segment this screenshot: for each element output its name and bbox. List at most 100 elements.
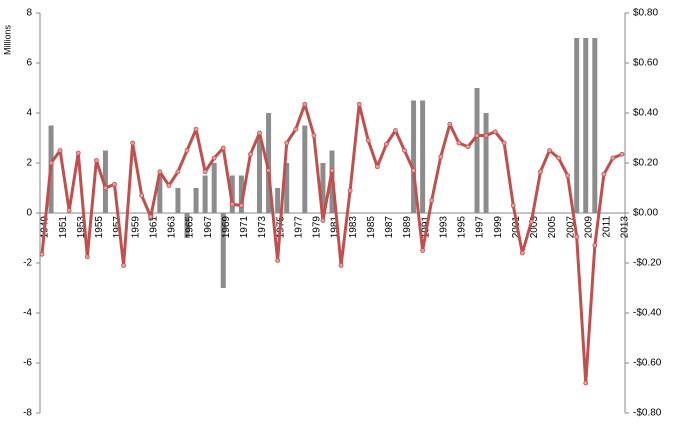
bar <box>184 213 190 238</box>
line-marker <box>48 160 54 166</box>
line-marker <box>229 201 235 207</box>
line-marker <box>148 214 154 220</box>
line-marker <box>302 101 308 107</box>
line-marker <box>538 169 543 175</box>
line-marker <box>374 164 380 170</box>
bar <box>220 213 226 288</box>
x-tick-label: 1999 <box>493 216 504 239</box>
bar <box>266 113 272 213</box>
line-marker <box>202 169 208 175</box>
y2-tick-label: $0.80 <box>633 8 658 19</box>
bar <box>583 38 589 213</box>
line-marker <box>365 138 371 143</box>
x-tick-label: 2007 <box>565 216 576 239</box>
line-marker <box>438 154 444 160</box>
y2-tick-label: $0.20 <box>633 158 658 169</box>
bar <box>157 175 163 213</box>
line-marker <box>75 150 81 156</box>
bar <box>320 163 326 213</box>
line-marker <box>338 263 344 268</box>
line-marker <box>456 140 462 146</box>
y-tick-label: 6 <box>26 58 32 69</box>
y-tick-label: 4 <box>26 108 32 119</box>
x-tick-label: 1959 <box>130 216 141 239</box>
bar <box>211 163 217 213</box>
line-marker <box>347 188 353 193</box>
line-marker <box>121 263 126 268</box>
x-tick-label: 1951 <box>58 216 69 239</box>
bar <box>420 100 426 213</box>
line-marker <box>238 203 244 208</box>
y2-tick-label: $0.40 <box>633 108 658 119</box>
bar <box>302 125 308 213</box>
bar <box>193 188 199 213</box>
line-marker <box>320 218 326 223</box>
line-marker <box>483 133 489 138</box>
y-tick-label: 8 <box>26 8 32 19</box>
y2-tick-label: $0.00 <box>633 208 658 219</box>
line-marker <box>510 203 516 208</box>
bar <box>257 138 262 213</box>
line-marker <box>528 219 534 225</box>
line-marker <box>211 155 217 161</box>
line-marker <box>447 121 453 127</box>
y2-tick-label: $0.60 <box>633 58 658 69</box>
bar <box>275 188 281 213</box>
line-marker <box>112 181 117 187</box>
y2-tick-label: -$0.20 <box>633 258 662 269</box>
y-tick-label: -2 <box>23 258 32 269</box>
y2-tick-label: -$0.80 <box>633 408 662 419</box>
bar <box>229 175 235 213</box>
line <box>40 102 623 385</box>
bar <box>592 38 598 213</box>
x-tick-label: 1973 <box>257 216 268 239</box>
bar <box>238 175 244 213</box>
x-tick-label: 1969 <box>221 216 232 239</box>
line-marker <box>465 144 471 150</box>
bar <box>411 100 417 213</box>
line-marker <box>130 140 136 146</box>
x-tick-label: 2009 <box>583 216 594 239</box>
line-marker <box>166 183 172 188</box>
x-tick-label: 1977 <box>293 216 304 239</box>
line-marker <box>193 126 199 132</box>
y-tick-label: -4 <box>23 308 32 319</box>
line-marker <box>84 254 90 260</box>
x-tick-label: 1993 <box>438 216 449 239</box>
line-marker <box>103 185 108 191</box>
line-marker <box>583 380 589 386</box>
line-marker <box>266 168 271 173</box>
bar <box>474 88 480 213</box>
x-tick-label: 2005 <box>547 216 558 239</box>
x-tick-label: 2003 <box>529 216 540 239</box>
line-marker <box>565 173 571 178</box>
line-marker <box>275 258 281 263</box>
line-marker <box>547 148 552 153</box>
line-marker <box>220 145 226 151</box>
line-marker <box>329 168 335 173</box>
line-marker <box>402 148 407 153</box>
line-marker <box>383 141 389 147</box>
x-tick-label: 1971 <box>239 216 250 239</box>
x-tick-label: 2011 <box>602 216 613 238</box>
line-marker <box>248 151 253 157</box>
line-marker <box>429 198 435 203</box>
line-marker <box>601 171 607 177</box>
line-marker <box>57 148 63 153</box>
line-marker <box>175 169 181 175</box>
x-tick-label: 1995 <box>457 216 468 239</box>
line-marker <box>492 129 498 135</box>
y2-tick-label: -$0.40 <box>633 308 662 319</box>
line-marker <box>619 151 625 157</box>
y-axis-label: Millions <box>2 25 12 56</box>
x-tick-label: 1967 <box>203 216 214 239</box>
line-marker <box>356 101 362 107</box>
y2-tick-label: -$0.60 <box>633 358 662 369</box>
line-marker <box>39 251 45 257</box>
line-marker <box>66 208 72 213</box>
line-marker <box>420 248 426 253</box>
x-tick-label: 1965 <box>185 216 196 239</box>
line-marker <box>157 169 163 175</box>
y-tick-label: -6 <box>23 358 32 369</box>
